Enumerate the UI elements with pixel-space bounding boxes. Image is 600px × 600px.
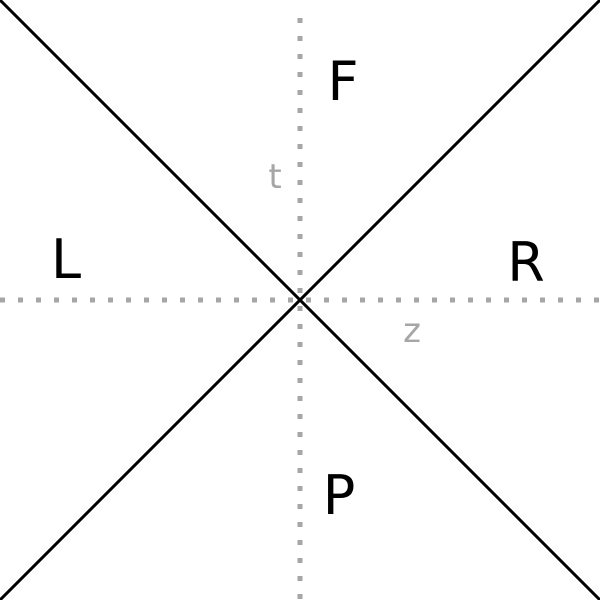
horizontal-axis-label: z xyxy=(403,311,421,351)
region-label-right: R xyxy=(507,231,545,294)
region-label-top: F xyxy=(327,50,358,113)
vertical-axis-label: t xyxy=(268,157,281,197)
region-label-bottom: P xyxy=(323,464,356,527)
region-label-left: L xyxy=(51,228,81,291)
